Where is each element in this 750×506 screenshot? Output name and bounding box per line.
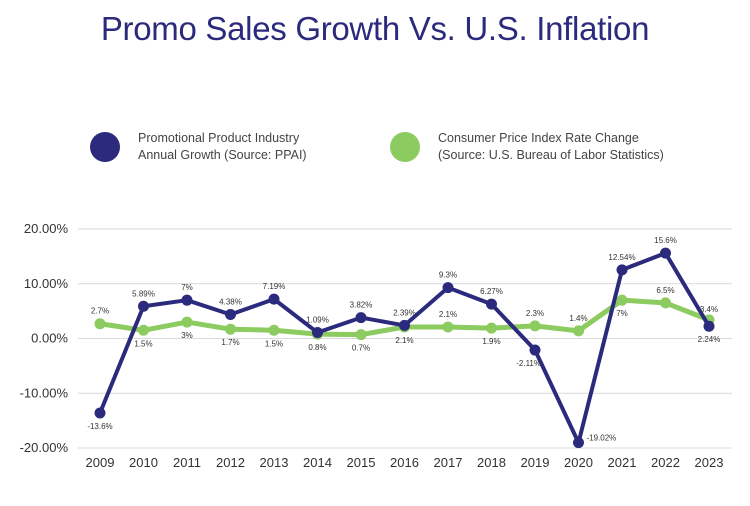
data-label-cpi: 2.3%	[526, 309, 544, 318]
data-label-cpi: 1.5%	[265, 339, 283, 348]
data-point-cpi	[616, 294, 628, 306]
x-tick-label: 2022	[651, 455, 680, 470]
data-point-cpi	[268, 324, 280, 336]
x-tick-label: 2016	[390, 455, 419, 470]
data-label-cpi: 0.7%	[352, 344, 370, 353]
data-point-cpi	[138, 324, 149, 336]
data-point-ppai	[660, 247, 671, 259]
data-point-cpi	[660, 297, 671, 309]
data-label-ppai: 2.24%	[698, 335, 721, 344]
y-tick-label: -10.00%	[20, 385, 69, 400]
x-tick-label: 2009	[86, 455, 115, 470]
legend-label-line2: Annual Growth (Source: PPAI)	[138, 148, 307, 162]
data-label-cpi: 1.5%	[134, 339, 152, 348]
x-tick-label: 2017	[434, 455, 463, 470]
data-point-ppai	[138, 300, 149, 312]
x-tick-label: 2018	[477, 455, 506, 470]
data-label-cpi: 2.7%	[91, 307, 109, 316]
data-point-cpi	[181, 316, 193, 328]
data-label-cpi: 0.8%	[308, 343, 326, 352]
data-point-ppai	[312, 327, 323, 339]
legend-item-ppai: Promotional Product Industry Annual Grow…	[90, 130, 307, 164]
data-label-cpi: 1.9%	[482, 337, 500, 346]
data-point-cpi	[355, 329, 367, 341]
data-point-ppai	[225, 309, 236, 321]
series-line-ppai	[98, 251, 711, 445]
data-point-cpi	[225, 323, 236, 335]
data-label-ppai: 2.39%	[393, 308, 416, 317]
y-tick-label: 0.00%	[31, 331, 68, 346]
data-point-ppai	[399, 319, 410, 331]
x-tick-label: 2015	[347, 455, 376, 470]
x-tick-label: 2013	[260, 455, 289, 470]
legend-marker-ppai	[90, 132, 120, 162]
data-point-ppai	[442, 282, 454, 294]
legend-item-cpi: Consumer Price Index Rate Change (Source…	[390, 130, 664, 164]
y-tick-label: 10.00%	[24, 276, 69, 291]
data-point-cpi	[94, 318, 106, 330]
data-label-ppai: 3.82%	[350, 301, 373, 310]
legend-marker-cpi	[390, 132, 420, 162]
x-tick-label: 2019	[521, 455, 550, 470]
x-tick-label: 2023	[695, 455, 724, 470]
data-label-ppai: 7%	[181, 283, 193, 292]
data-point-cpi	[529, 320, 541, 332]
data-label-cpi: 2.1%	[439, 310, 457, 319]
data-label-cpi: 7%	[616, 309, 628, 318]
data-label-cpi: 1.4%	[569, 314, 587, 323]
x-tick-label: 2012	[216, 455, 245, 470]
data-point-ppai	[94, 407, 106, 419]
chart-title: Promo Sales Growth Vs. U.S. Inflation	[100, 10, 650, 47]
legend-label-ppai: Promotional Product Industry Annual Grow…	[138, 130, 307, 164]
data-label-cpi: 2.1%	[395, 336, 413, 345]
y-tick-label: 20.00%	[24, 221, 69, 236]
data-label-ppai: 4.38%	[219, 298, 242, 307]
data-label-cpi: 6.5%	[656, 286, 674, 295]
data-label-ppai: 5.89%	[132, 289, 155, 298]
data-point-ppai	[703, 320, 715, 332]
data-label-ppai: 6.27%	[480, 287, 503, 296]
x-tick-label: 2021	[608, 455, 637, 470]
legend-label-line2: (Source: U.S. Bureau of Labor Statistics…	[438, 148, 664, 162]
data-label-cpi: 3.4%	[700, 305, 718, 314]
data-label-ppai: 15.6%	[654, 236, 677, 245]
legend-label-line1: Promotional Product Industry	[138, 131, 300, 145]
x-tick-label: 2014	[303, 455, 332, 470]
data-point-cpi	[442, 321, 454, 333]
data-point-cpi	[486, 322, 497, 334]
data-point-ppai	[486, 298, 497, 310]
data-label-ppai: -2.11%	[516, 359, 541, 368]
data-point-ppai	[573, 437, 584, 449]
x-tick-label: 2010	[129, 455, 158, 470]
data-point-ppai	[355, 312, 367, 324]
data-label-cpi: 3%	[181, 331, 193, 340]
x-tick-label: 2011	[173, 455, 201, 470]
x-tick-label: 2020	[564, 455, 593, 470]
data-label-ppai: 9.3%	[439, 271, 457, 280]
data-label-ppai: 1.09%	[306, 316, 329, 325]
data-label-ppai: 7.19%	[263, 282, 286, 291]
y-tick-label: -20.00%	[20, 440, 69, 455]
legend-label-line1: Consumer Price Index Rate Change	[438, 131, 639, 145]
data-point-cpi	[573, 325, 584, 337]
data-point-ppai	[268, 293, 280, 305]
data-label-cpi: 1.7%	[221, 338, 239, 347]
data-point-ppai	[529, 344, 541, 356]
data-label-ppai: -19.02%	[587, 434, 617, 443]
data-label-ppai: -13.6%	[87, 422, 112, 431]
data-point-ppai	[181, 294, 193, 306]
data-point-ppai	[616, 264, 628, 276]
data-label-ppai: 12.54%	[608, 253, 635, 262]
legend-label-cpi: Consumer Price Index Rate Change (Source…	[438, 130, 664, 164]
